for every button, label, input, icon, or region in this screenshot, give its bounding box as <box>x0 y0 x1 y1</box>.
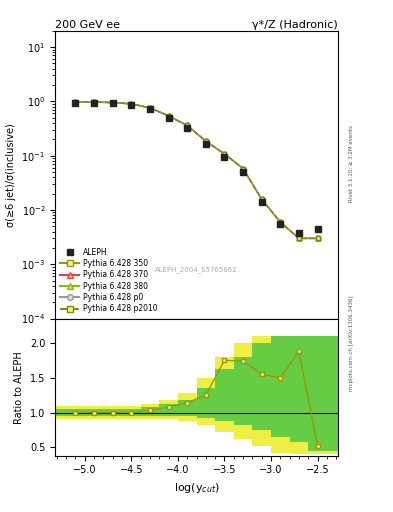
Pythia 6.428 380 <box>204 138 208 144</box>
Pythia 6.428 350 <box>315 236 320 242</box>
Pythia 6.428 p2010 <box>259 196 264 202</box>
Pythia 6.428 p0 <box>129 101 134 107</box>
Pythia 6.428 p2010 <box>278 219 283 225</box>
Pythia 6.428 350 <box>222 151 227 157</box>
Pythia 6.428 p0 <box>297 236 301 242</box>
Pythia 6.428 350 <box>129 101 134 107</box>
Pythia 6.428 350 <box>204 138 208 144</box>
Pythia 6.428 370 <box>166 113 171 119</box>
Pythia 6.428 380 <box>148 105 152 111</box>
Pythia 6.428 380 <box>92 99 96 105</box>
ALEPH <box>241 169 245 175</box>
Line: Pythia 6.428 370: Pythia 6.428 370 <box>73 100 320 241</box>
Pythia 6.428 370 <box>110 99 115 105</box>
Pythia 6.428 350 <box>166 113 171 119</box>
Pythia 6.428 p0 <box>73 99 78 105</box>
Pythia 6.428 p0 <box>185 122 189 129</box>
Text: Rivet 3.1.10; ≥ 3.2M events: Rivet 3.1.10; ≥ 3.2M events <box>349 125 354 202</box>
Pythia 6.428 p0 <box>166 113 171 119</box>
Pythia 6.428 p2010 <box>315 236 320 242</box>
Pythia 6.428 p2010 <box>129 101 134 107</box>
ALEPH <box>110 100 115 106</box>
Line: Pythia 6.428 380: Pythia 6.428 380 <box>73 100 320 241</box>
Text: 200 GeV ee: 200 GeV ee <box>55 20 120 30</box>
Pythia 6.428 380 <box>185 122 189 129</box>
Pythia 6.428 350 <box>259 196 264 202</box>
Text: γ*/Z (Hadronic): γ*/Z (Hadronic) <box>252 20 338 30</box>
Pythia 6.428 380 <box>166 113 171 119</box>
Pythia 6.428 370 <box>185 122 189 129</box>
Pythia 6.428 p2010 <box>73 99 78 105</box>
Pythia 6.428 380 <box>129 101 134 107</box>
Pythia 6.428 370 <box>241 165 245 172</box>
Pythia 6.428 350 <box>92 99 96 105</box>
Pythia 6.428 370 <box>204 138 208 144</box>
Pythia 6.428 370 <box>259 196 264 202</box>
Pythia 6.428 p2010 <box>110 99 115 105</box>
Line: Pythia 6.428 p0: Pythia 6.428 p0 <box>73 100 320 241</box>
Line: ALEPH: ALEPH <box>72 99 321 236</box>
Y-axis label: σ(≥6 jet)/σ(inclusive): σ(≥6 jet)/σ(inclusive) <box>6 123 16 226</box>
Pythia 6.428 p2010 <box>92 99 96 105</box>
Line: Pythia 6.428 p2010: Pythia 6.428 p2010 <box>73 100 320 241</box>
Pythia 6.428 p0 <box>92 99 96 105</box>
Pythia 6.428 p0 <box>315 236 320 242</box>
Pythia 6.428 370 <box>297 236 301 242</box>
Pythia 6.428 p0 <box>204 138 208 144</box>
Text: mcplots.cern.ch [arXiv:1306.3436]: mcplots.cern.ch [arXiv:1306.3436] <box>349 295 354 391</box>
Pythia 6.428 370 <box>148 105 152 111</box>
Line: Pythia 6.428 350: Pythia 6.428 350 <box>73 100 320 241</box>
ALEPH <box>92 99 96 105</box>
Pythia 6.428 370 <box>222 151 227 157</box>
Pythia 6.428 p2010 <box>222 151 227 157</box>
Pythia 6.428 380 <box>297 236 301 242</box>
Pythia 6.428 p0 <box>222 151 227 157</box>
Pythia 6.428 p2010 <box>185 122 189 129</box>
Pythia 6.428 p2010 <box>148 105 152 111</box>
Pythia 6.428 370 <box>73 99 78 105</box>
Pythia 6.428 p0 <box>241 165 245 172</box>
Pythia 6.428 380 <box>222 151 227 157</box>
Pythia 6.428 350 <box>278 219 283 225</box>
ALEPH <box>278 221 283 227</box>
ALEPH <box>259 199 264 205</box>
Pythia 6.428 p2010 <box>166 113 171 119</box>
Pythia 6.428 350 <box>297 236 301 242</box>
Pythia 6.428 370 <box>315 236 320 242</box>
Text: ALEPH_2004_S5765862: ALEPH_2004_S5765862 <box>155 266 238 273</box>
ALEPH <box>222 154 227 160</box>
Pythia 6.428 p0 <box>278 219 283 225</box>
ALEPH <box>166 115 171 121</box>
Pythia 6.428 350 <box>185 122 189 129</box>
Pythia 6.428 370 <box>129 101 134 107</box>
Pythia 6.428 p2010 <box>297 236 301 242</box>
Y-axis label: Ratio to ALEPH: Ratio to ALEPH <box>15 351 24 423</box>
Pythia 6.428 380 <box>259 196 264 202</box>
ALEPH <box>73 99 78 105</box>
Pythia 6.428 380 <box>73 99 78 105</box>
ALEPH <box>148 106 152 112</box>
Pythia 6.428 380 <box>110 99 115 105</box>
Pythia 6.428 350 <box>73 99 78 105</box>
Legend: ALEPH, Pythia 6.428 350, Pythia 6.428 370, Pythia 6.428 380, Pythia 6.428 p0, Py: ALEPH, Pythia 6.428 350, Pythia 6.428 37… <box>57 245 160 316</box>
X-axis label: log(y$_{cut}$): log(y$_{cut}$) <box>173 481 220 495</box>
Pythia 6.428 p2010 <box>241 165 245 172</box>
Pythia 6.428 p0 <box>148 105 152 111</box>
Pythia 6.428 380 <box>315 236 320 242</box>
Pythia 6.428 380 <box>278 219 283 225</box>
Pythia 6.428 380 <box>241 165 245 172</box>
Pythia 6.428 370 <box>92 99 96 105</box>
Pythia 6.428 350 <box>241 165 245 172</box>
ALEPH <box>129 101 134 108</box>
ALEPH <box>204 141 208 147</box>
ALEPH <box>185 124 189 131</box>
Pythia 6.428 370 <box>278 219 283 225</box>
Pythia 6.428 p0 <box>259 196 264 202</box>
ALEPH <box>315 226 320 232</box>
Pythia 6.428 p0 <box>110 99 115 105</box>
Pythia 6.428 350 <box>110 99 115 105</box>
Pythia 6.428 350 <box>148 105 152 111</box>
Pythia 6.428 p2010 <box>204 138 208 144</box>
ALEPH <box>297 230 301 236</box>
